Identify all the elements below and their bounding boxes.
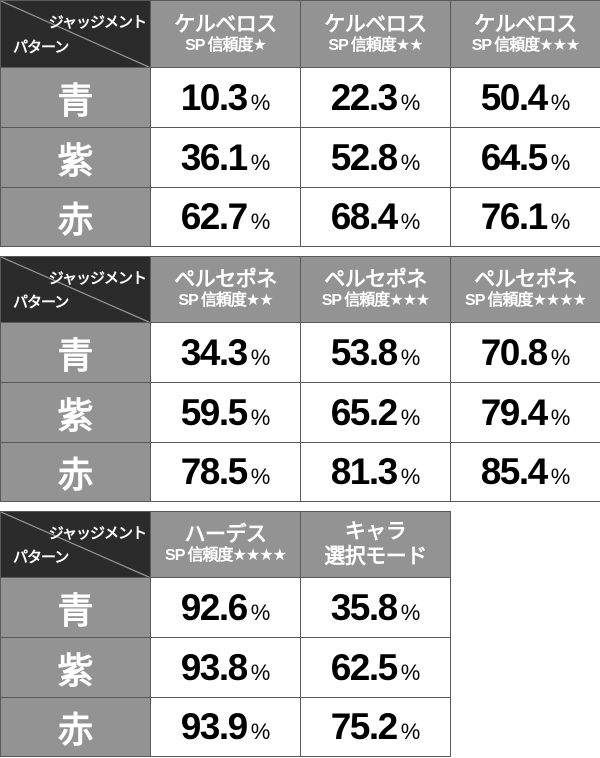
judgment-table-persephone: ジャッジメント パターン ペルセポネ SP 信頼度★★ ペルセポネ SP 信頼度★★…: [0, 256, 600, 502]
value-cell: 35.8%: [300, 577, 451, 638]
judgment-label: ジャッジメント: [48, 270, 147, 287]
table-row: 赤 93.9% 75.2%: [0, 697, 451, 757]
value-cell: 75.2%: [300, 697, 451, 757]
corner-header: ジャッジメント パターン: [0, 0, 151, 68]
value-cell: 36.1%: [150, 127, 301, 188]
pattern-red: 赤: [0, 442, 151, 502]
judgment-label: ジャッジメント: [48, 14, 147, 31]
value-cell: 53.8%: [300, 322, 451, 383]
table-row: 赤 62.7% 68.4% 76.1%: [0, 187, 600, 247]
value-cell: 50.4%: [450, 67, 600, 128]
pattern-red: 赤: [0, 697, 151, 757]
pattern-purple: 紫: [0, 127, 151, 188]
value-cell: 93.8%: [150, 637, 301, 698]
value-cell: 65.2%: [300, 382, 451, 443]
column-header: ケルベロス SP 信頼度★: [150, 0, 301, 68]
value-cell: 76.1%: [450, 187, 600, 247]
table-row: 紫 36.1% 52.8% 64.5%: [0, 127, 600, 188]
pattern-blue: 青: [0, 577, 151, 638]
value-cell: 85.4%: [450, 442, 600, 502]
judgment-table-kerberos: ジャッジメント パターン ケルベロス SP 信頼度★ ケルベロス SP 信頼度★★ …: [0, 0, 600, 247]
pattern-label: パターン: [13, 549, 69, 566]
table-row: 青 92.6% 35.8%: [0, 577, 451, 638]
value-cell: 92.6%: [150, 577, 301, 638]
value-cell: 52.8%: [300, 127, 451, 188]
column-header: ケルベロス SP 信頼度★★: [300, 0, 451, 68]
pattern-label: パターン: [13, 294, 69, 311]
judgment-label: ジャッジメント: [48, 525, 147, 542]
value-cell: 62.5%: [300, 637, 451, 698]
value-cell: 93.9%: [150, 697, 301, 757]
table-row: 紫 59.5% 65.2% 79.4%: [0, 382, 600, 443]
value-cell: 68.4%: [300, 187, 451, 247]
column-header: ペルセポネ SP 信頼度★★★: [300, 256, 451, 323]
table-row: 青 34.3% 53.8% 70.8%: [0, 322, 600, 383]
value-cell: 78.5%: [150, 442, 301, 502]
table-row: 赤 78.5% 81.3% 85.4%: [0, 442, 600, 502]
value-cell: 81.3%: [300, 442, 451, 502]
judgment-table-hades: ジャッジメント パターン ハーデス SP 信頼度★★★★ キャラ 選択モード 青 9…: [0, 511, 451, 757]
pattern-purple: 紫: [0, 382, 151, 443]
value-cell: 62.7%: [150, 187, 301, 247]
diagonal-divider-icon: [1, 257, 150, 322]
diagonal-divider-icon: [1, 1, 150, 67]
table-row: 紫 93.8% 62.5%: [0, 637, 451, 698]
corner-header: ジャッジメント パターン: [0, 511, 151, 578]
corner-header: ジャッジメント パターン: [0, 256, 151, 323]
pattern-blue: 青: [0, 67, 151, 128]
pattern-purple: 紫: [0, 637, 151, 698]
value-cell: 59.5%: [150, 382, 301, 443]
value-cell: 79.4%: [450, 382, 600, 443]
pattern-label: パターン: [13, 39, 69, 56]
pattern-red: 赤: [0, 187, 151, 247]
value-cell: 64.5%: [450, 127, 600, 188]
value-cell: 10.3%: [150, 67, 301, 128]
table-row: 青 10.3% 22.3% 50.4%: [0, 67, 600, 128]
pattern-blue: 青: [0, 322, 151, 383]
value-cell: 70.8%: [450, 322, 600, 383]
diagonal-divider-icon: [1, 512, 150, 577]
column-header: ペルセポネ SP 信頼度★★★★: [450, 256, 600, 323]
value-cell: 34.3%: [150, 322, 301, 383]
column-header: ケルベロス SP 信頼度★★★: [450, 0, 600, 68]
column-header: キャラ 選択モード: [300, 511, 451, 578]
column-header: ペルセポネ SP 信頼度★★: [150, 256, 301, 323]
value-cell: 22.3%: [300, 67, 451, 128]
column-header: ハーデス SP 信頼度★★★★: [150, 511, 301, 578]
